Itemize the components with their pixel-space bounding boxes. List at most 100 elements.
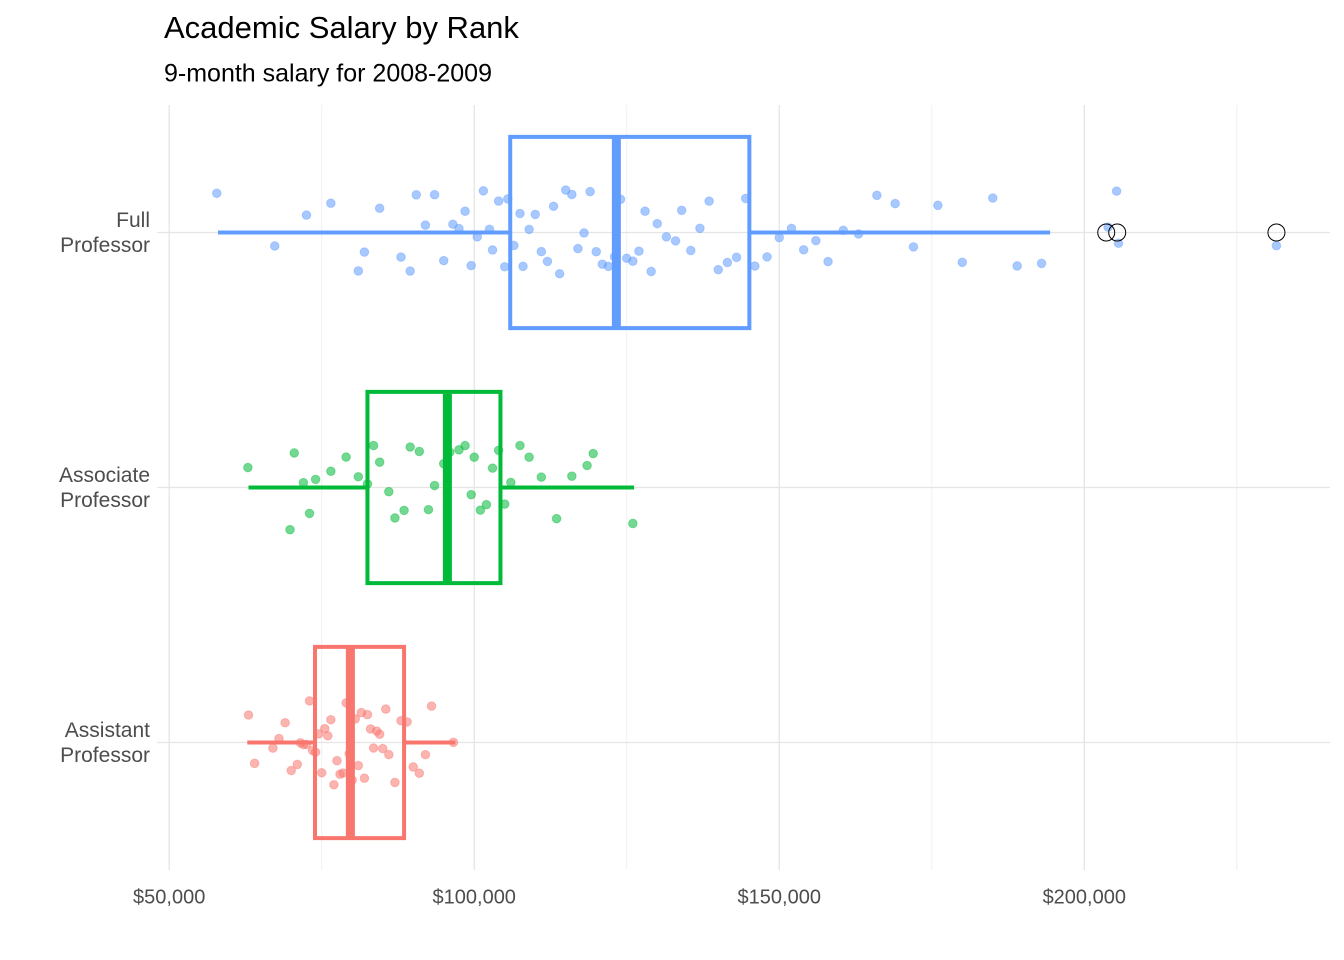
point	[399, 505, 409, 516]
point	[211, 188, 222, 199]
point	[987, 193, 998, 203]
point	[249, 758, 260, 769]
chart-subtitle: 9-month salary for 2008-2009	[164, 60, 492, 88]
x-tick-label: $50,000	[133, 886, 205, 908]
point	[515, 208, 525, 219]
point	[646, 266, 656, 277]
point	[676, 205, 687, 216]
outlier	[1108, 223, 1127, 242]
point	[762, 252, 772, 262]
point	[493, 196, 504, 206]
point	[429, 480, 440, 491]
point	[603, 261, 614, 272]
point	[269, 241, 280, 251]
point	[585, 186, 595, 197]
point	[301, 210, 312, 220]
outlier	[1267, 223, 1286, 242]
point	[390, 777, 400, 788]
point	[481, 499, 492, 510]
point	[478, 186, 489, 196]
point	[429, 189, 440, 200]
point	[268, 743, 278, 753]
point	[823, 256, 833, 267]
point	[469, 452, 480, 463]
point	[1036, 258, 1047, 269]
point	[286, 765, 297, 776]
point	[414, 446, 425, 457]
point	[542, 256, 553, 267]
point	[420, 220, 431, 230]
point	[326, 198, 336, 209]
point	[506, 477, 516, 488]
box	[365, 389, 503, 586]
point	[304, 508, 315, 519]
point	[292, 759, 303, 770]
point	[374, 729, 385, 740]
point	[582, 460, 592, 471]
point	[487, 463, 498, 473]
point	[551, 513, 562, 524]
point	[390, 513, 400, 523]
point	[588, 448, 598, 459]
point	[374, 457, 385, 467]
y-tick-label: Associate Professor	[58, 463, 150, 512]
point	[243, 710, 254, 720]
box	[508, 134, 752, 331]
outlier	[1097, 223, 1116, 242]
point	[536, 246, 547, 257]
point	[304, 696, 315, 706]
point	[426, 701, 437, 711]
point	[573, 243, 583, 254]
point	[518, 261, 528, 272]
point	[368, 743, 379, 753]
point	[448, 219, 458, 230]
y-tick-label: Assistant Professor	[60, 718, 150, 767]
point	[377, 743, 388, 754]
point	[499, 261, 510, 272]
point	[326, 714, 336, 725]
point	[908, 242, 919, 252]
point	[634, 246, 644, 256]
point	[423, 504, 434, 515]
point	[411, 189, 422, 200]
point	[567, 471, 577, 481]
point	[515, 440, 525, 451]
point	[359, 247, 370, 257]
point	[280, 717, 290, 728]
point	[341, 452, 351, 462]
point	[685, 245, 696, 256]
point	[487, 245, 498, 255]
point	[713, 264, 724, 275]
point	[285, 524, 295, 535]
point	[530, 209, 541, 220]
point	[957, 257, 968, 268]
point	[454, 445, 464, 455]
point	[353, 471, 364, 482]
point	[554, 268, 565, 279]
point	[359, 773, 370, 784]
point	[329, 779, 339, 790]
point	[704, 196, 714, 206]
point	[408, 762, 419, 772]
point	[405, 442, 415, 452]
point	[374, 203, 385, 214]
point	[460, 440, 470, 451]
x-tick-label: $100,000	[433, 886, 516, 908]
point	[1271, 240, 1282, 251]
point	[750, 261, 760, 271]
point	[353, 760, 364, 771]
point	[384, 486, 394, 497]
y-tick-label: Full Professor	[60, 208, 150, 257]
point	[872, 190, 882, 201]
point	[933, 200, 943, 211]
point	[380, 704, 391, 714]
point	[396, 252, 406, 262]
x-tick-label: $200,000	[1043, 886, 1126, 908]
point	[414, 768, 425, 778]
point	[475, 505, 486, 515]
point	[368, 440, 379, 451]
point	[567, 189, 577, 200]
point	[362, 709, 373, 720]
point	[798, 244, 809, 255]
point	[438, 255, 449, 266]
